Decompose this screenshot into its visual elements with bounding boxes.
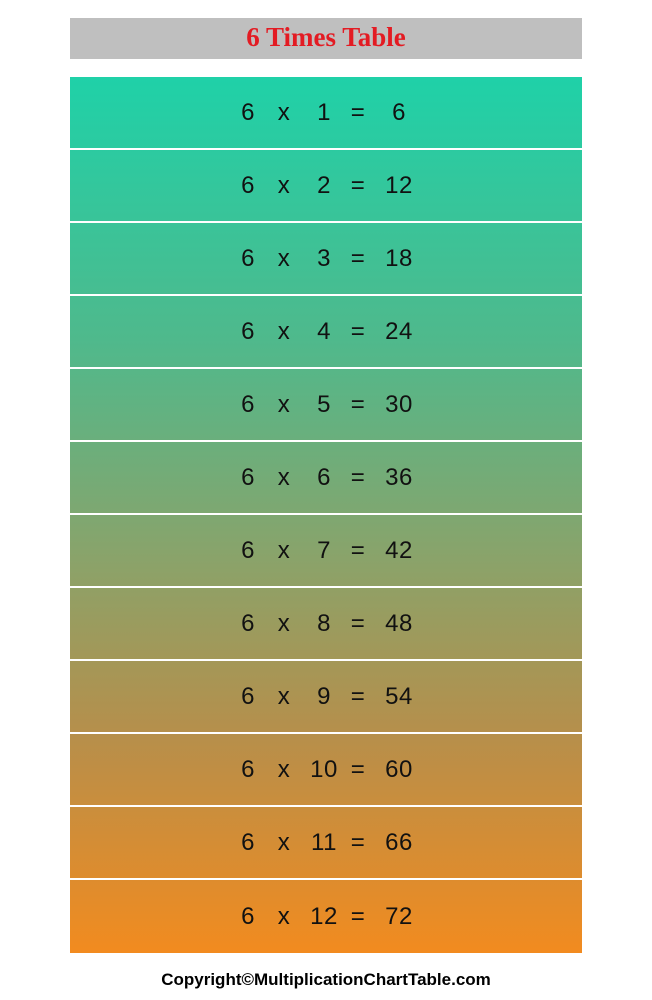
multiplicand: 6 [232,318,264,346]
equals-symbol: = [344,756,372,784]
equation: 6x1=6 [232,99,420,127]
multiplicand: 6 [232,829,264,857]
equals-symbol: = [344,610,372,638]
product: 42 [372,537,420,565]
table-row: 6x9=54 [70,661,582,734]
product: 12 [372,172,420,200]
multiply-symbol: x [264,829,304,857]
product: 6 [372,99,420,127]
times-table-panel: 6x1=66x2=126x3=186x4=246x5=306x6=366x7=4… [70,77,582,953]
multiply-symbol: x [264,610,304,638]
equation: 6x11=66 [232,829,420,857]
equation: 6x8=48 [232,610,420,638]
table-row: 6x1=6 [70,77,582,150]
equals-symbol: = [344,829,372,857]
multiplier: 8 [304,610,344,638]
product: 36 [372,464,420,492]
chart-container: 6 Times Table 6x1=66x2=126x3=186x4=246x5… [0,0,652,953]
multiplier: 4 [304,318,344,346]
equals-symbol: = [344,391,372,419]
equals-symbol: = [344,245,372,273]
multiply-symbol: x [264,245,304,273]
table-row: 6x5=30 [70,369,582,442]
title-bar: 6 Times Table [70,18,582,59]
equals-symbol: = [344,683,372,711]
multiplicand: 6 [232,903,264,931]
multiply-symbol: x [264,537,304,565]
equals-symbol: = [344,903,372,931]
product: 24 [372,318,420,346]
product: 72 [372,903,420,931]
multiply-symbol: x [264,99,304,127]
product: 18 [372,245,420,273]
multiplier: 3 [304,245,344,273]
multiply-symbol: x [264,756,304,784]
multiply-symbol: x [264,318,304,346]
multiplicand: 6 [232,172,264,200]
multiply-symbol: x [264,683,304,711]
equation: 6x10=60 [232,756,420,784]
multiplicand: 6 [232,537,264,565]
product: 60 [372,756,420,784]
equation: 6x2=12 [232,172,420,200]
table-row: 6x12=72 [70,880,582,953]
multiplier: 10 [304,756,344,784]
table-row: 6x6=36 [70,442,582,515]
chart-title: 6 Times Table [246,22,406,52]
table-row: 6x7=42 [70,515,582,588]
product: 54 [372,683,420,711]
equals-symbol: = [344,537,372,565]
product: 30 [372,391,420,419]
multiply-symbol: x [264,464,304,492]
multiplicand: 6 [232,245,264,273]
equation: 6x7=42 [232,537,420,565]
equation: 6x12=72 [232,903,420,931]
multiplicand: 6 [232,464,264,492]
multiplier: 1 [304,99,344,127]
equals-symbol: = [344,464,372,492]
equation: 6x4=24 [232,318,420,346]
multiplier: 2 [304,172,344,200]
equals-symbol: = [344,172,372,200]
multiplicand: 6 [232,683,264,711]
equation: 6x5=30 [232,391,420,419]
table-row: 6x3=18 [70,223,582,296]
product: 48 [372,610,420,638]
multiplier: 9 [304,683,344,711]
multiplicand: 6 [232,756,264,784]
multiply-symbol: x [264,903,304,931]
copyright-text: Copyright©MultiplicationChartTable.com [0,970,652,990]
table-row: 6x4=24 [70,296,582,369]
multiplicand: 6 [232,610,264,638]
equals-symbol: = [344,99,372,127]
table-row: 6x10=60 [70,734,582,807]
multiplicand: 6 [232,391,264,419]
multiply-symbol: x [264,391,304,419]
multiplier: 7 [304,537,344,565]
multiplier: 11 [304,829,344,857]
table-row: 6x8=48 [70,588,582,661]
multiplier: 12 [304,903,344,931]
product: 66 [372,829,420,857]
equation: 6x9=54 [232,683,420,711]
multiplier: 5 [304,391,344,419]
equation: 6x6=36 [232,464,420,492]
multiplicand: 6 [232,99,264,127]
equals-symbol: = [344,318,372,346]
table-rows: 6x1=66x2=126x3=186x4=246x5=306x6=366x7=4… [70,77,582,953]
multiplier: 6 [304,464,344,492]
table-row: 6x11=66 [70,807,582,880]
equation: 6x3=18 [232,245,420,273]
multiply-symbol: x [264,172,304,200]
table-row: 6x2=12 [70,150,582,223]
